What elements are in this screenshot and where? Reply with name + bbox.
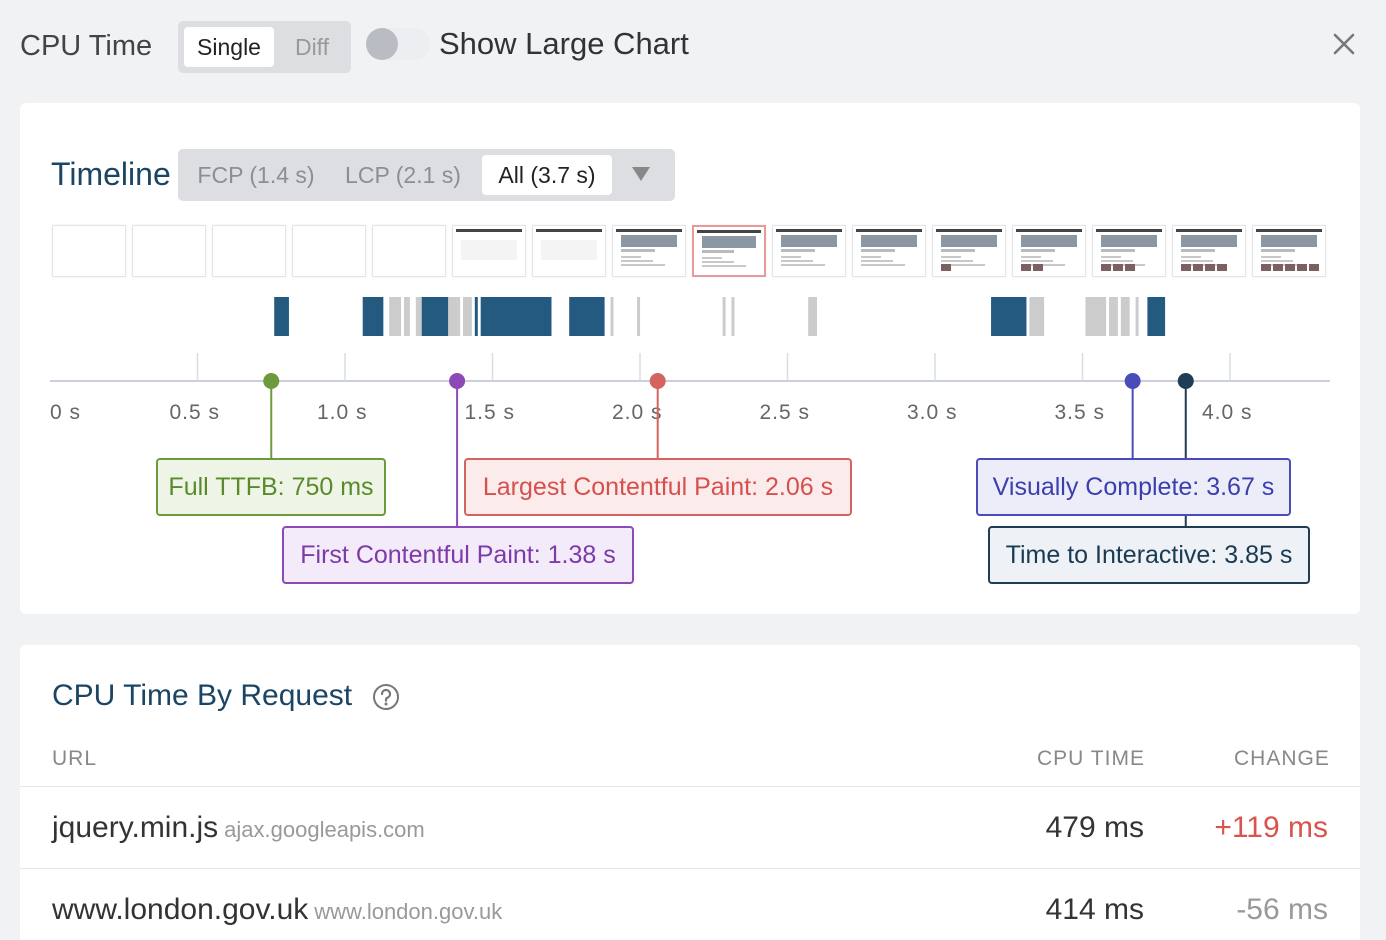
- cpu-activity-bar: [637, 297, 641, 336]
- cpu-activity-bar: [480, 297, 552, 336]
- filmstrip-frame[interactable]: [852, 225, 926, 277]
- cpu-activity-bar: [274, 297, 289, 336]
- marker-label-fcp: First Contentful Paint: 1.38 s: [282, 526, 634, 584]
- dialog-title: CPU Time: [20, 30, 153, 62]
- axis-tick-label: 1.5 s: [465, 401, 516, 424]
- request-host: ajax.googleapis.com: [224, 817, 425, 842]
- cpu-activity-bar: [457, 297, 461, 336]
- request-file: jquery.min.js: [52, 811, 219, 844]
- cpu-activity-bar: [1147, 297, 1166, 336]
- axis-tick-label: 0.5 s: [170, 401, 221, 424]
- request-url: jquery.min.js ajax.googleapis.com: [52, 811, 425, 845]
- close-icon[interactable]: [1328, 28, 1360, 60]
- filmstrip-frame[interactable]: [292, 225, 366, 277]
- cpu-activity-bar: [731, 297, 735, 336]
- column-header-cpu-time[interactable]: CPU TIME: [1037, 747, 1145, 770]
- cpu-activity-bar: [722, 297, 726, 336]
- request-cpu-time: 479 ms: [1045, 811, 1144, 844]
- mode-single-button[interactable]: Single: [184, 27, 274, 67]
- range-fcp-button[interactable]: FCP (1.4 s): [197, 162, 315, 188]
- caret-down-icon[interactable]: [632, 167, 650, 181]
- cpu-activity-bar: [404, 297, 410, 336]
- axis-tick-label: 1.0 s: [317, 401, 368, 424]
- cpu-activity-bar: [1029, 297, 1045, 336]
- toggle-knob: [366, 28, 398, 60]
- axis-tick-label: 3.0 s: [907, 401, 958, 424]
- large-chart-toggle-label[interactable]: Show Large Chart: [439, 26, 689, 61]
- cpu-activity-bar: [474, 297, 478, 336]
- axis-tick-label: 4.0 s: [1202, 401, 1253, 424]
- filmstrip-frame[interactable]: [452, 225, 526, 277]
- timeline-range-selector: FCP (1.4 s) LCP (2.1 s) All (3.7 s): [178, 149, 675, 201]
- dialog-header: CPU Time Single Diff Show Large Chart: [0, 0, 1386, 92]
- axis-tick-label: 0 s: [50, 401, 81, 424]
- filmstrip-frame[interactable]: [1012, 225, 1086, 277]
- table-row[interactable]: jquery.min.js ajax.googleapis.com 479 ms …: [20, 786, 1360, 868]
- cpu-by-request-panel: CPU Time By Request URL CPU TIME CHANGE …: [20, 645, 1360, 940]
- request-url: www.london.gov.uk www.london.gov.uk: [52, 893, 502, 927]
- marker-label-lcp: Largest Contentful Paint: 2.06 s: [464, 458, 852, 516]
- mode-diff-button[interactable]: Diff: [294, 34, 330, 60]
- cpu-activity-bar: [1109, 297, 1118, 336]
- axis-tick-label: 2.0 s: [612, 401, 663, 424]
- cpu-activity-bar: [389, 297, 402, 336]
- cpu-activity-bar: [463, 297, 472, 336]
- request-change: +119 ms: [1214, 811, 1328, 844]
- filmstrip-frame[interactable]: [532, 225, 606, 277]
- filmstrip-frame[interactable]: [612, 225, 686, 277]
- cpu-activity-bar: [569, 297, 605, 336]
- request-change: -56 ms: [1236, 893, 1328, 926]
- range-all-button[interactable]: All (3.7 s): [482, 155, 612, 195]
- large-chart-toggle[interactable]: [366, 28, 430, 60]
- cpu-activity-chart: [274, 297, 1166, 336]
- filmstrip-frame[interactable]: [932, 225, 1006, 277]
- range-lcp-button[interactable]: LCP (2.1 s): [345, 162, 461, 188]
- cpu-activity-bar: [1085, 297, 1107, 336]
- filmstrip-frame[interactable]: [372, 225, 446, 277]
- cpu-by-request-title: CPU Time By Request: [52, 679, 353, 712]
- axis-tick-label: 2.5 s: [760, 401, 811, 424]
- marker-label-tti: Time to Interactive: 3.85 s: [988, 526, 1310, 584]
- request-file: www.london.gov.uk: [52, 893, 309, 926]
- filmstrip-frame[interactable]: [132, 225, 206, 277]
- cpu-activity-bar: [415, 297, 422, 336]
- cpu-activity-bar: [1135, 297, 1139, 336]
- column-header-url[interactable]: URL: [52, 747, 98, 770]
- marker-label-ttfb: Full TTFB: 750 ms: [156, 458, 386, 516]
- axis-tick-label: 3.5 s: [1055, 401, 1106, 424]
- cpu-activity-bar: [808, 297, 817, 336]
- marker-label-visually-complete: Visually Complete: 3.67 s: [976, 458, 1291, 516]
- filmstrip-frame[interactable]: [1252, 225, 1326, 277]
- filmstrip-frame[interactable]: [212, 225, 286, 277]
- cpu-activity-bar: [991, 297, 1027, 336]
- timeline-panel: Timeline FCP (1.4 s) LCP (2.1 s) All (3.…: [20, 103, 1360, 614]
- filmstrip-frame[interactable]: [772, 225, 846, 277]
- table-row[interactable]: www.london.gov.uk www.london.gov.uk 414 m…: [20, 868, 1360, 940]
- help-icon[interactable]: [372, 683, 400, 711]
- filmstrip-frame[interactable]: [52, 225, 126, 277]
- timeline-title: Timeline: [51, 156, 171, 192]
- cpu-activity-bar: [421, 297, 449, 336]
- mode-switch: Single Diff: [178, 21, 351, 73]
- timeline-axis: 0 s 0.5 s 1.0 s 1.5 s 2.0 s 2.5 s 3.0 s 3.5 s 4.…: [50, 353, 1330, 424]
- request-cpu-time: 414 ms: [1045, 893, 1144, 926]
- column-header-change[interactable]: CHANGE: [1234, 747, 1330, 770]
- cpu-activity-bar: [1120, 297, 1130, 336]
- filmstrip-frame[interactable]: [1092, 225, 1166, 277]
- cpu-activity-bar: [610, 297, 614, 336]
- filmstrip-frame[interactable]: [692, 225, 766, 277]
- request-host: www.london.gov.uk: [314, 899, 503, 924]
- filmstrip-frame[interactable]: [1172, 225, 1246, 277]
- cpu-activity-bar: [362, 297, 384, 336]
- cpu-activity-bar: [448, 297, 458, 336]
